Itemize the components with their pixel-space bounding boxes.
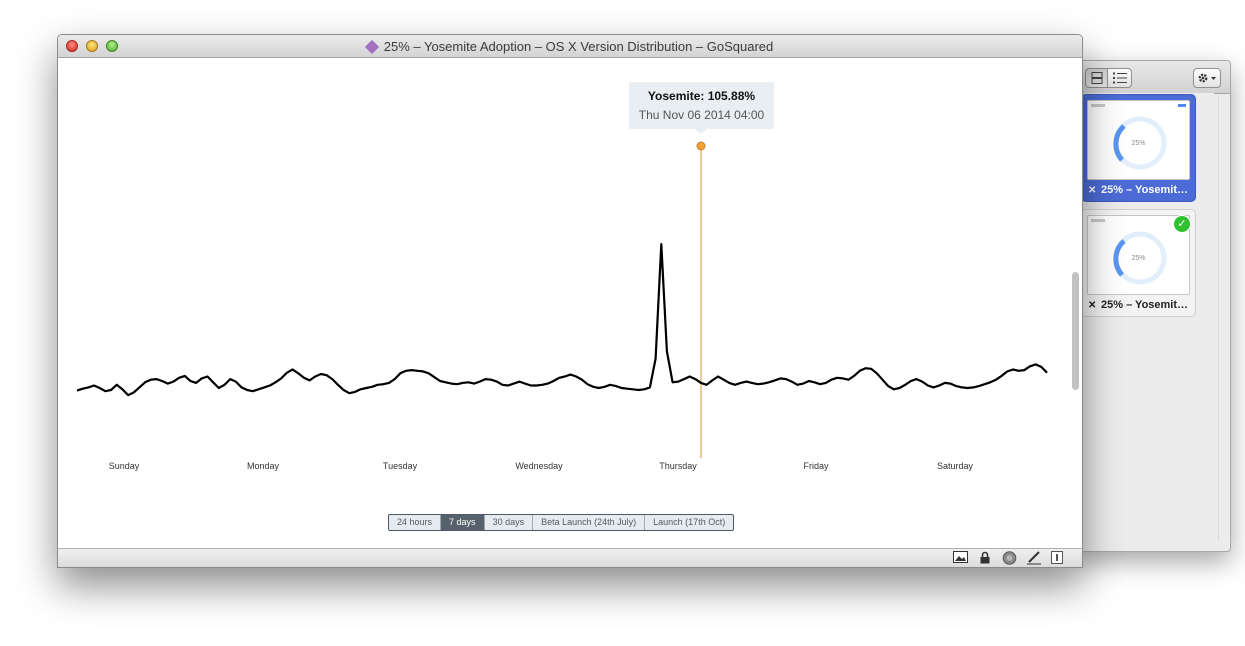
browser-window: 25% – Yosemite Adoption – OS X Version D…: [57, 34, 1083, 568]
range-button-4[interactable]: Launch (17th Oct): [653, 517, 726, 527]
sidebar-icon[interactable]: [1051, 551, 1063, 565]
tab-overview-panel: 25% ✕ 25% – Yosemite Adoption – OS X Vers…: [1075, 60, 1231, 552]
tab-list-scrollbar[interactable]: [1218, 95, 1227, 541]
range-button-2[interactable]: 30 days: [485, 515, 534, 530]
thumbnail-gauge: [1113, 231, 1167, 285]
x-axis-label: Sunday: [109, 461, 140, 471]
x-axis-label: Monday: [247, 461, 280, 471]
time-range-selector: 24 hours 7 days 30 days Beta Launch (24th J…: [388, 514, 735, 531]
lock-icon[interactable]: [980, 551, 990, 565]
settings-menu-button[interactable]: [1193, 68, 1221, 88]
window-title: 25% – Yosemite Adoption – OS X Version D…: [58, 39, 1082, 55]
edit-icon[interactable]: [1026, 551, 1042, 565]
tab-title: ✕ 25% – Yosemite Adoption – OS X Version …: [1088, 184, 1192, 196]
close-tab-icon[interactable]: ✕: [1088, 185, 1097, 196]
list-view-button[interactable]: [1107, 68, 1132, 88]
thumbnail-logo: [1091, 219, 1105, 222]
gear-icon: [1198, 73, 1216, 83]
range-button-0[interactable]: 24 hours: [389, 515, 442, 530]
list-view-icon: [1112, 72, 1127, 84]
tab-title-text: 25% – Yosemite Adoption – OS X Version D…: [1101, 184, 1192, 196]
grid-view-icon: [1091, 72, 1102, 84]
tooltip-date: Thu Nov 06 2014 04:00: [638, 108, 765, 122]
globe-icon[interactable]: [1002, 551, 1017, 565]
tab-card[interactable]: 25% ✓ ✕ 25% – Yosemite Adoption – OS X Ve…: [1081, 209, 1196, 317]
window-title-text: 25% – Yosemite Adoption – OS X Version D…: [383, 39, 774, 54]
tab-overview-toolbar: [1076, 61, 1230, 94]
tooltip-pointer: [695, 129, 707, 134]
thumbnail-gauge: [1113, 116, 1167, 170]
bookmark-icon: [364, 39, 379, 55]
image-icon[interactable]: [953, 551, 968, 565]
x-axis-label: Saturday: [937, 461, 974, 471]
hover-point-marker: [696, 141, 706, 151]
series-line-yosemite: [76, 243, 1048, 397]
thumbnail-logo: [1091, 104, 1105, 107]
thumbnail-button: [1178, 104, 1186, 107]
thumbnail-percent: 25%: [1131, 140, 1146, 147]
tab-thumbnail: 25%: [1087, 215, 1190, 295]
tab-title: ✕ 25% – Yosemite Adoption – OS X Version …: [1088, 299, 1192, 311]
title-bar[interactable]: 25% – Yosemite Adoption – OS X Version D…: [58, 35, 1082, 58]
x-axis-label: Thursday: [659, 461, 697, 471]
status-bar: [58, 548, 1082, 567]
zoom-window-button[interactable]: [106, 40, 118, 52]
thumbnail-percent: 25%: [1131, 255, 1146, 262]
line-chart: Sunday Monday Tuesday Wednesday Thursday Frid…: [76, 141, 1048, 471]
chart-tooltip: Yosemite: 105.88% Thu Nov 06 2014 04:00: [629, 82, 774, 134]
page-scrollbar-thumb[interactable]: [1072, 272, 1079, 390]
grid-view-button[interactable]: [1085, 68, 1108, 88]
tab-thumbnail: 25%: [1087, 100, 1190, 180]
close-window-button[interactable]: [66, 40, 78, 52]
page-content: Sunday Monday Tuesday Wednesday Thursday Frid…: [58, 58, 1082, 548]
range-button-3[interactable]: Beta Launch (24th July): [533, 515, 646, 530]
checkmark-icon: ✓: [1173, 215, 1191, 233]
x-axis-labels: Sunday Monday Tuesday Wednesday Thursday Frid…: [109, 461, 974, 471]
tab-title-text: 25% – Yosemite Adoption – OS X Version D…: [1101, 299, 1192, 311]
x-axis-label: Wednesday: [515, 461, 563, 471]
minimize-window-button[interactable]: [86, 40, 98, 52]
tooltip-value: Yosemite: 105.88%: [647, 89, 756, 103]
tab-card-selected[interactable]: 25% ✕ 25% – Yosemite Adoption – OS X Vers…: [1081, 94, 1196, 202]
range-button-1[interactable]: 7 days: [441, 515, 485, 530]
x-axis-label: Tuesday: [383, 461, 418, 471]
close-tab-icon[interactable]: ✕: [1088, 300, 1097, 311]
x-axis-label: Friday: [803, 461, 829, 471]
